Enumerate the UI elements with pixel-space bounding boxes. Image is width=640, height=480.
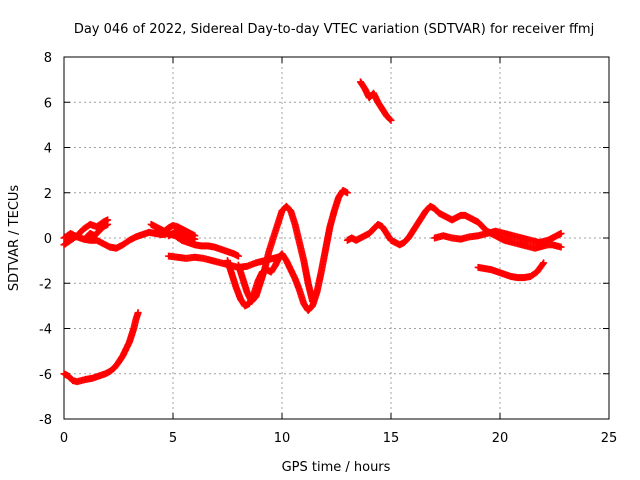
data-point [343,189,351,197]
data-point [309,297,317,305]
y-tick-label: 4 [44,142,52,157]
x-axis-label: GPS time / hours [282,460,391,475]
x-tick-label: 0 [60,431,68,446]
y-tick-label: -6 [39,368,52,383]
data-point [557,229,565,237]
data-point [557,243,565,251]
data-point [234,252,242,260]
x-tick-label: 15 [383,431,400,446]
data-point [386,115,394,123]
y-tick-label: 6 [44,96,52,111]
data-point [191,235,199,243]
y-tick-label: 2 [44,187,52,202]
ticks: 0 5 10 15 20 25 -8 -6 -4 -2 0 2 4 6 8 [39,51,617,446]
y-axis-label: SDTVAR / TECUs [7,185,22,292]
data-point [540,259,548,267]
x-tick-label: 20 [492,431,509,446]
data-point [134,309,142,317]
chart-title: Day 046 of 2022, Sidereal Day-to-day VTE… [74,22,594,37]
data-point [387,116,395,124]
x-tick-label: 5 [169,431,177,446]
x-tick-label: 25 [601,431,618,446]
x-tick-label: 10 [274,431,291,446]
y-tick-label: 0 [44,232,52,247]
y-tick-label: -4 [39,323,52,338]
data-point [539,260,547,268]
y-tick-label: -8 [39,413,52,428]
data-point [104,220,112,228]
y-tick-label: 8 [44,51,52,66]
y-tick-label: -2 [39,277,52,292]
data-marks [60,78,565,386]
